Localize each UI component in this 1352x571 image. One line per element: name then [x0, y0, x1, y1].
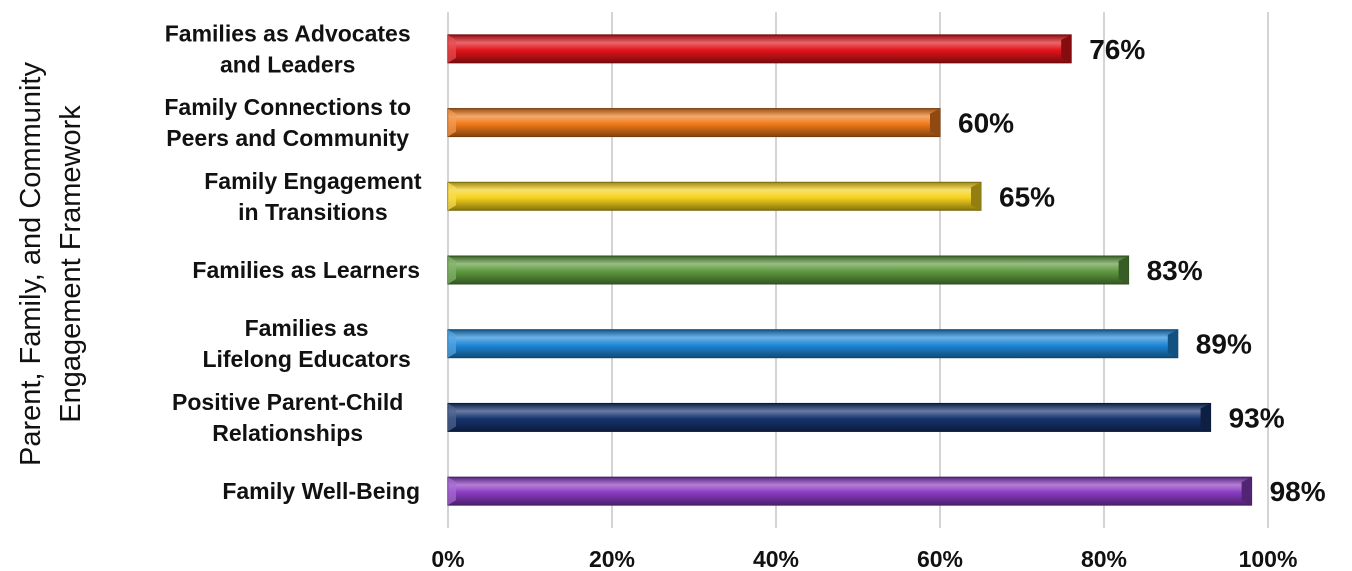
bars — [447, 34, 1253, 506]
category-label: Positive Parent-Child Relationships — [172, 389, 403, 446]
data-labels: 76% 60% 65% 83% 89% 93% 98% — [958, 34, 1326, 507]
bar-start-cap — [448, 256, 456, 284]
bar-start-cap — [448, 108, 456, 137]
bar-end-cap — [1118, 256, 1129, 284]
x-tick-label: 100% — [1239, 546, 1298, 571]
category-label: Family Connections to Peers and Community — [164, 94, 411, 151]
bar — [447, 329, 1179, 359]
bar — [447, 181, 982, 211]
bar — [447, 108, 941, 138]
category-label: Family Well-Being — [222, 478, 420, 504]
x-tick-label: 80% — [1081, 546, 1127, 571]
x-tick-label: 0% — [431, 546, 464, 571]
bar-start-cap — [448, 403, 456, 432]
bar — [447, 34, 1072, 64]
data-label: 76% — [1089, 34, 1145, 65]
data-label: 83% — [1147, 255, 1203, 286]
bar — [447, 255, 1130, 285]
bar-start-cap — [448, 329, 456, 358]
data-label: 89% — [1196, 329, 1252, 360]
bar-end-cap — [1167, 329, 1178, 358]
bar — [447, 402, 1212, 432]
bar-start-cap — [448, 182, 456, 211]
x-tick-label: 60% — [917, 546, 963, 571]
category-label: Family Engagement in Transitions — [204, 168, 422, 225]
x-tick-label: 20% — [589, 546, 635, 571]
data-label: 93% — [1229, 402, 1285, 433]
bar-end-cap — [1061, 34, 1072, 63]
y-axis-title-line-1: Parent, Family, and Community — [15, 62, 47, 466]
data-label: 60% — [958, 108, 1014, 139]
bar — [447, 476, 1253, 506]
x-tick-label: 40% — [753, 546, 799, 571]
bar-end-cap — [971, 182, 981, 211]
data-label: 65% — [999, 181, 1055, 212]
category-label: Families as Advocates and Leaders — [165, 20, 411, 77]
bar-end-cap — [1241, 477, 1252, 506]
x-axis-ticks: 0% 20% 40% 60% 80% 100% — [431, 546, 1297, 571]
bar-start-cap — [448, 477, 456, 506]
category-label: Families as Lifelong Educators — [202, 315, 410, 372]
y-axis-title-line-2: Engagement Framework — [55, 105, 87, 423]
data-label: 98% — [1270, 476, 1326, 507]
category-labels: Families as Advocates and Leaders Family C… — [164, 20, 421, 504]
category-label: Families as Learners — [192, 257, 420, 283]
bar-end-cap — [930, 108, 940, 137]
bar-start-cap — [448, 34, 456, 63]
bar-end-cap — [1200, 403, 1211, 432]
